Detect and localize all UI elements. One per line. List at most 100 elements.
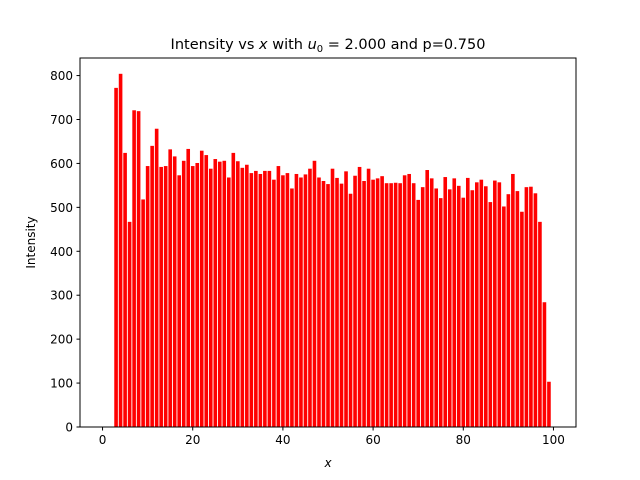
bar xyxy=(114,87,118,428)
bar xyxy=(299,177,303,427)
bar xyxy=(303,174,308,427)
bar xyxy=(520,211,524,427)
y-tick-label: 200 xyxy=(50,333,73,347)
bar xyxy=(272,179,276,427)
bar xyxy=(465,177,470,427)
bar xyxy=(276,166,281,427)
bar xyxy=(227,177,231,427)
bar xyxy=(425,170,430,427)
bar xyxy=(231,152,236,427)
bar xyxy=(335,177,339,427)
bar xyxy=(199,150,204,427)
bar xyxy=(190,166,195,427)
bar xyxy=(177,175,182,427)
bar xyxy=(515,191,520,427)
bar xyxy=(348,193,353,427)
bar xyxy=(447,189,452,427)
bar xyxy=(208,168,213,427)
bar xyxy=(375,178,380,427)
bar xyxy=(456,185,461,427)
bar xyxy=(136,111,141,428)
bar xyxy=(240,167,245,427)
y-tick-label: 300 xyxy=(50,289,73,303)
bar xyxy=(281,175,285,427)
bar xyxy=(344,171,348,427)
bar xyxy=(163,166,168,427)
bar xyxy=(145,166,150,427)
x-axis-ticks: 0 20 40 60 80 100 xyxy=(99,427,565,447)
y-tick-label: 600 xyxy=(50,157,73,171)
bar xyxy=(321,181,326,427)
title-x-symbol: x xyxy=(258,37,268,53)
bars-group xyxy=(114,73,551,428)
bar xyxy=(502,206,506,427)
bar xyxy=(497,182,502,427)
bar xyxy=(217,161,222,428)
bar xyxy=(245,164,249,427)
bar xyxy=(195,162,200,428)
title-prefix: Intensity vs xyxy=(171,37,259,53)
bar xyxy=(150,145,154,428)
x-tick-label: 40 xyxy=(275,433,290,447)
title-u-symbol: u xyxy=(308,37,317,53)
bar xyxy=(389,183,393,427)
bar xyxy=(533,193,538,427)
bar xyxy=(452,178,457,427)
y-tick-label: 0 xyxy=(65,421,73,435)
y-tick-label: 500 xyxy=(50,201,73,215)
bar xyxy=(249,173,254,427)
bar xyxy=(154,128,159,428)
bar xyxy=(479,179,484,427)
bar xyxy=(443,177,448,427)
x-axis-label: x xyxy=(323,456,332,470)
bar xyxy=(159,166,163,427)
x-tick-label: 100 xyxy=(542,433,565,447)
bar xyxy=(547,381,551,427)
title-u-subscript: 0 xyxy=(317,44,323,55)
bar xyxy=(398,183,402,427)
bar xyxy=(411,183,416,427)
bar xyxy=(181,160,186,428)
plot-frame xyxy=(79,57,577,428)
bar xyxy=(213,159,218,428)
bar xyxy=(393,182,398,427)
chart-title: Intensity vs x with u0 = 2.000 and p=0.7… xyxy=(171,37,486,55)
bar xyxy=(434,188,439,427)
bar xyxy=(429,178,434,427)
bar xyxy=(290,188,294,427)
bar xyxy=(222,160,227,428)
bar xyxy=(353,175,357,427)
bar xyxy=(529,186,533,427)
bar xyxy=(524,187,529,427)
y-axis-label: Intensity xyxy=(24,216,38,268)
bar xyxy=(285,173,290,427)
bar xyxy=(511,173,515,427)
y-axis-ticks: 0 100 200 300 400 500 600 700 800 xyxy=(50,69,80,435)
title-suffix: and p=0.750 xyxy=(386,37,485,53)
bar xyxy=(420,187,425,427)
bar xyxy=(123,152,127,427)
bar xyxy=(254,170,258,427)
bar xyxy=(384,183,389,427)
bar xyxy=(127,221,132,427)
title-u-value: = 2.000 xyxy=(323,37,386,53)
bar xyxy=(258,173,263,427)
bar xyxy=(366,168,371,427)
bar xyxy=(542,302,547,427)
y-tick-label: 800 xyxy=(50,69,73,83)
bar xyxy=(267,170,272,427)
bar xyxy=(339,183,344,427)
y-tick-label: 700 xyxy=(50,113,73,127)
bar xyxy=(294,173,299,427)
bar xyxy=(407,173,411,427)
bar xyxy=(438,198,443,427)
bar xyxy=(488,202,493,427)
y-tick-label: 400 xyxy=(50,245,73,259)
bar xyxy=(362,181,366,427)
bar xyxy=(308,168,312,427)
bar xyxy=(380,176,384,427)
bar xyxy=(312,160,317,428)
bar xyxy=(168,149,172,427)
bar xyxy=(172,156,177,427)
bar xyxy=(402,175,407,427)
